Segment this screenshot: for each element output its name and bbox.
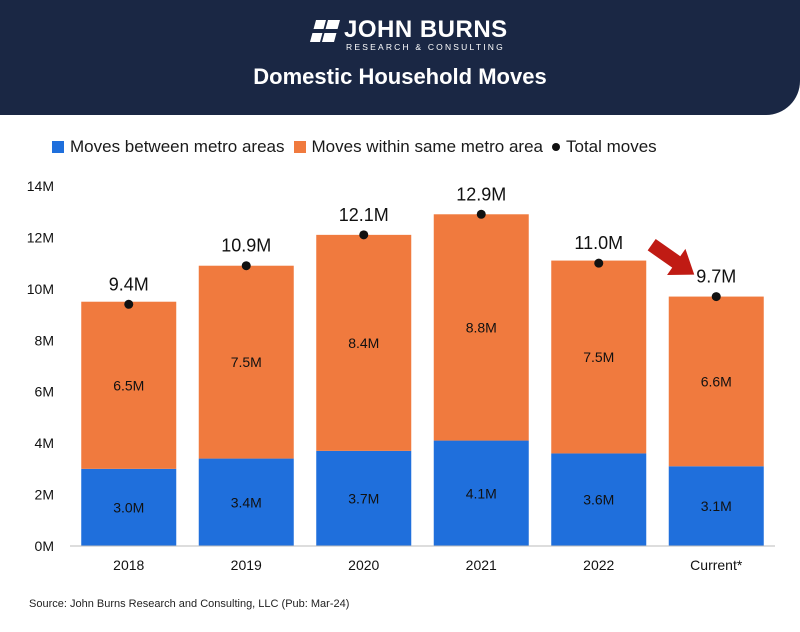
bar-within-metro bbox=[316, 234, 412, 451]
logo-name: JOHN BURNS bbox=[344, 16, 508, 43]
data-label-within: 8.4M bbox=[348, 335, 379, 351]
x-tick-label: 2020 bbox=[348, 557, 379, 573]
y-tick-label: 8M bbox=[35, 332, 54, 348]
legend-label-total: Total moves bbox=[565, 137, 657, 156]
bar-between-metro bbox=[668, 466, 764, 546]
y-tick-label: 14M bbox=[27, 178, 54, 194]
total-marker bbox=[124, 299, 134, 309]
source-note: Source: John Burns Research and Consulti… bbox=[29, 598, 350, 610]
legend-item-within: Moves within same metro area bbox=[293, 137, 543, 157]
legend-dot-total bbox=[551, 143, 560, 151]
y-tick-label: 12M bbox=[27, 229, 54, 245]
total-label: 12.9M bbox=[456, 184, 506, 204]
legend-label-between: Moves between metro areas bbox=[70, 137, 285, 156]
total-label: 11.0M bbox=[574, 233, 623, 253]
data-label-between: 3.0M bbox=[113, 499, 144, 515]
bar-between-metro bbox=[81, 468, 177, 546]
red-arrow-icon bbox=[647, 238, 695, 276]
data-label-within: 6.6M bbox=[701, 373, 732, 389]
total-marker bbox=[241, 261, 251, 271]
logo-mark-icon bbox=[310, 20, 340, 42]
data-label-within: 7.5M bbox=[231, 354, 262, 370]
data-label-between: 4.1M bbox=[466, 485, 497, 501]
legend-label-within: Moves within same metro area bbox=[311, 137, 543, 156]
total-marker bbox=[594, 258, 604, 268]
bar-within-metro bbox=[81, 301, 177, 469]
bar-between-metro bbox=[316, 450, 412, 546]
total-label: 10.9M bbox=[221, 236, 271, 256]
y-tick-label: 2M bbox=[35, 487, 54, 503]
x-tick-label: Current* bbox=[690, 557, 743, 573]
data-label-within: 6.5M bbox=[113, 377, 144, 393]
bar-between-metro bbox=[433, 440, 529, 546]
legend-swatch-blue bbox=[52, 141, 64, 153]
bar-within-metro bbox=[433, 214, 529, 441]
total-marker bbox=[476, 209, 486, 219]
chart-legend: Moves between metro areas Moves within s… bbox=[52, 136, 666, 158]
data-label-within: 8.8M bbox=[466, 319, 497, 335]
total-marker bbox=[711, 292, 721, 302]
total-label: 9.4M bbox=[109, 274, 149, 294]
y-tick-label: 4M bbox=[35, 435, 54, 451]
y-tick-label: 0M bbox=[35, 538, 54, 554]
bar-between-metro bbox=[551, 453, 647, 546]
x-tick-label: 2021 bbox=[466, 557, 497, 573]
legend-item-between: Moves between metro areas bbox=[52, 137, 285, 157]
y-tick-label: 6M bbox=[35, 384, 54, 400]
company-logo: JOHN BURNS RESEARCH & CONSULTING bbox=[0, 16, 800, 54]
total-label: 12.1M bbox=[339, 205, 389, 225]
data-label-between: 3.1M bbox=[701, 498, 732, 514]
x-tick-label: 2019 bbox=[231, 557, 262, 573]
bar-between-metro bbox=[198, 458, 294, 546]
data-label-between: 3.4M bbox=[231, 494, 262, 510]
data-label-between: 3.7M bbox=[348, 490, 379, 506]
total-label: 9.7M bbox=[696, 267, 736, 287]
bar-within-metro bbox=[198, 265, 294, 459]
page-title: Domestic Household Moves bbox=[253, 64, 547, 89]
x-tick-label: 2022 bbox=[583, 557, 614, 573]
bar-within-metro bbox=[668, 296, 764, 467]
red-arrow-annotation bbox=[647, 238, 695, 276]
logo-subtitle: RESEARCH & CONSULTING bbox=[346, 42, 505, 52]
data-label-between: 3.6M bbox=[583, 492, 614, 508]
y-tick-label: 10M bbox=[27, 281, 54, 297]
x-tick-label: 2018 bbox=[113, 557, 144, 573]
legend-swatch-orange bbox=[293, 141, 306, 153]
total-marker bbox=[359, 230, 369, 240]
header-banner: JOHN BURNS RESEARCH & CONSULTING Domesti… bbox=[0, 0, 800, 115]
data-label-within: 7.5M bbox=[583, 349, 614, 365]
bar-within-metro bbox=[551, 260, 647, 454]
legend-item-total: Total moves bbox=[551, 137, 657, 157]
